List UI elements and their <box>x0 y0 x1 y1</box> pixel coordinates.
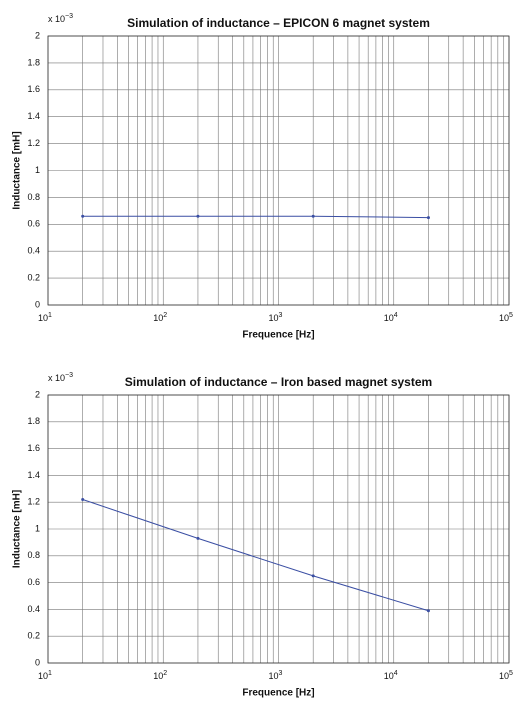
x-tick-exponent: 3 <box>279 670 283 677</box>
y-multiplier: x 10−3 <box>48 13 73 25</box>
point <box>81 498 85 502</box>
point <box>196 214 200 218</box>
x-tick-exponent: 1 <box>48 312 52 319</box>
plot-frame <box>47 35 510 306</box>
x-tick-base: 10 <box>38 671 48 681</box>
y-tick-label: 1.6 <box>27 84 40 94</box>
y-tick-label: 1.6 <box>27 443 40 453</box>
x-tick-label: 104 <box>384 312 398 324</box>
y-axis-label: Inductance [mH] <box>12 490 23 568</box>
y-tick-label: 1.2 <box>27 497 40 507</box>
x-tick-exponent: 4 <box>394 312 398 319</box>
point <box>311 574 315 578</box>
y-tick-label: 2 <box>35 30 40 40</box>
x-tick-base: 10 <box>38 313 48 323</box>
y-tick-label: 0.2 <box>27 631 40 641</box>
x-tick-label: 103 <box>269 670 283 682</box>
point <box>426 609 430 613</box>
y-tick-label: 0.8 <box>27 550 40 560</box>
x-tick-base: 10 <box>384 671 394 681</box>
y-tick-label: 1.2 <box>27 138 40 148</box>
x-axis-label: Frequence [Hz] <box>242 330 314 341</box>
y-tick-label: 0.6 <box>27 219 40 229</box>
x-tick-base: 10 <box>153 671 163 681</box>
y-tick-label: 1 <box>35 523 40 533</box>
point <box>196 536 200 540</box>
x-tick-label: 102 <box>153 670 167 682</box>
x-tick-label: 101 <box>38 670 52 682</box>
y-tick-label: 0 <box>35 299 40 309</box>
x-tick-label: 101 <box>38 312 52 324</box>
y-multiplier-base: x 10 <box>48 14 65 24</box>
chart-title: Simulation of inductance – EPICON 6 magn… <box>127 16 430 30</box>
x-tick-exponent: 1 <box>48 670 52 677</box>
y-tick-label: 0 <box>35 657 40 667</box>
chart: Simulation of inductance – EPICON 6 magn… <box>12 13 513 341</box>
y-multiplier-exponent: −3 <box>65 13 73 20</box>
x-tick-base: 10 <box>269 313 279 323</box>
y-multiplier: x 10−3 <box>48 372 73 384</box>
y-tick-label: 1.4 <box>27 470 40 480</box>
x-tick-exponent: 5 <box>509 670 513 677</box>
point <box>426 216 430 220</box>
point <box>81 214 85 218</box>
y-tick-label: 0.4 <box>27 604 40 614</box>
x-tick-base: 10 <box>269 671 279 681</box>
y-tick-label: 1.8 <box>27 416 40 426</box>
series-line <box>82 215 429 219</box>
series-line <box>82 499 429 612</box>
y-tick-label: 1.8 <box>27 57 40 67</box>
y-multiplier-base: x 10 <box>48 373 65 383</box>
y-tick-label: 0.2 <box>27 272 40 282</box>
y-multiplier-exponent: −3 <box>65 372 73 379</box>
y-axis-label: Inductance [mH] <box>12 131 23 209</box>
x-tick-label: 105 <box>499 312 513 324</box>
y-tick-label: 0.4 <box>27 246 40 256</box>
y-tick-label: 2 <box>35 389 40 399</box>
y-tick-label: 1 <box>35 165 40 175</box>
x-tick-label: 103 <box>269 312 283 324</box>
point <box>311 214 315 218</box>
chart-title: Simulation of inductance – Iron based ma… <box>125 375 432 389</box>
x-tick-base: 10 <box>499 671 509 681</box>
y-tick-label: 0.8 <box>27 192 40 202</box>
x-axis-label: Frequence [Hz] <box>242 688 314 699</box>
x-tick-exponent: 2 <box>163 312 167 319</box>
plot-frame <box>47 394 510 664</box>
x-tick-label: 105 <box>499 670 513 682</box>
x-tick-base: 10 <box>499 313 509 323</box>
y-tick-label: 0.6 <box>27 577 40 587</box>
x-tick-label: 102 <box>153 312 167 324</box>
x-tick-base: 10 <box>384 313 394 323</box>
y-tick-label: 1.4 <box>27 111 40 121</box>
x-tick-exponent: 5 <box>509 312 513 319</box>
x-tick-exponent: 2 <box>163 670 167 677</box>
x-tick-exponent: 4 <box>394 670 398 677</box>
chart: Simulation of inductance – Iron based ma… <box>12 372 513 699</box>
x-tick-exponent: 3 <box>279 312 283 319</box>
x-tick-label: 104 <box>384 670 398 682</box>
x-tick-base: 10 <box>153 313 163 323</box>
